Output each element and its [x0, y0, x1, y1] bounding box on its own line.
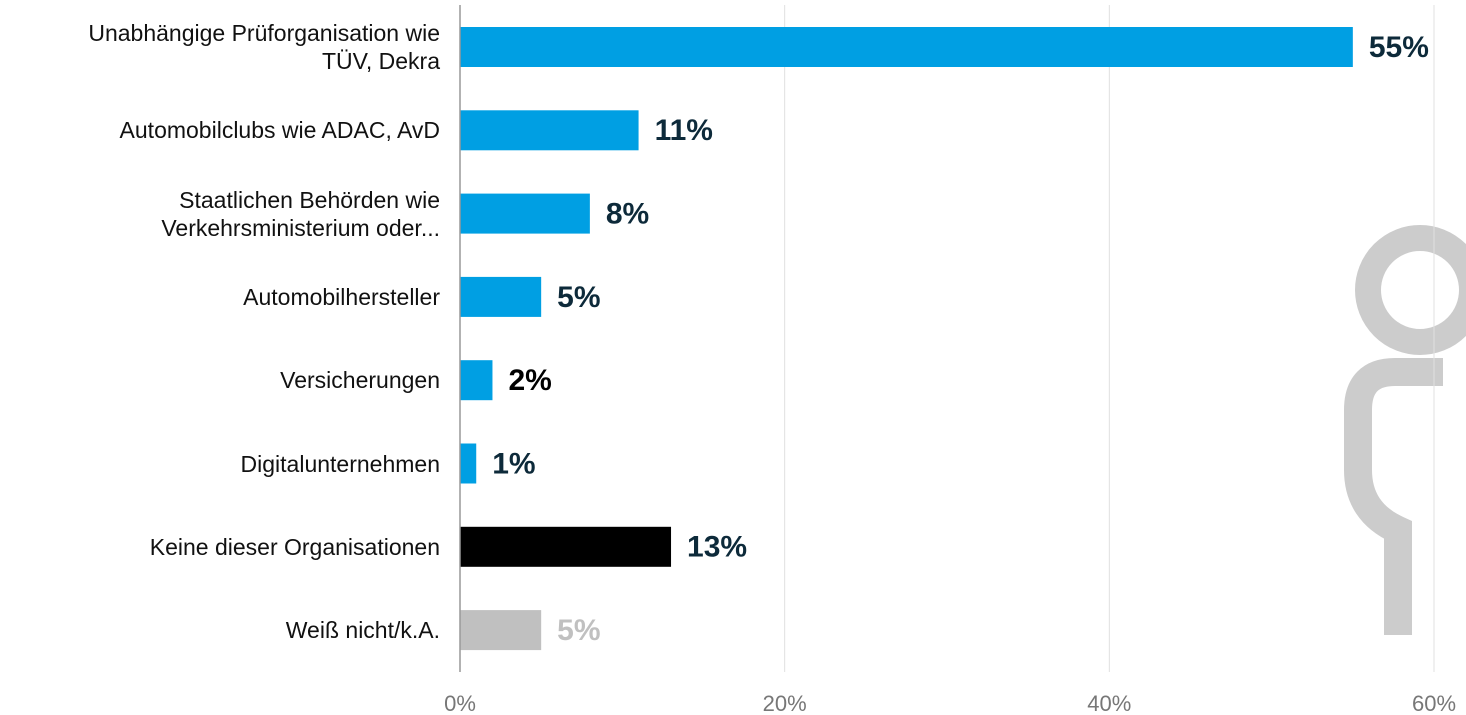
logo-bracket — [1344, 358, 1443, 635]
value-label: 13% — [687, 531, 747, 564]
value-label: 2% — [508, 364, 551, 397]
category-label: Automobilhersteller — [243, 283, 440, 310]
value-label: 5% — [557, 281, 600, 314]
category-label: Unabhängige Prüforganisation wie TÜV, De… — [88, 20, 440, 74]
x-tick-label: 20% — [763, 691, 807, 715]
x-tick-label: 0% — [444, 691, 476, 715]
value-label: 8% — [606, 198, 649, 231]
value-label: 5% — [557, 614, 600, 647]
category-label: Digitalunternehmen — [240, 450, 440, 477]
bar — [460, 443, 477, 484]
value-label: 1% — [492, 447, 535, 480]
bar — [460, 27, 1353, 67]
category-label: Keine dieser Organisationen — [149, 533, 440, 560]
category-label: Weiß nicht/k.A. — [285, 617, 440, 644]
bar — [460, 193, 590, 234]
bar — [460, 526, 672, 567]
bar — [460, 610, 542, 651]
category-label: Staatlichen Behörden wie Verkehrsministe… — [161, 186, 440, 241]
logo-ring — [1355, 225, 1466, 355]
x-tick-label: 60% — [1412, 691, 1456, 715]
value-label: 11% — [655, 114, 713, 147]
category-label: Versicherungen — [280, 367, 440, 394]
bar — [460, 360, 493, 401]
value-label: 55% — [1369, 31, 1429, 64]
logo — [1344, 225, 1466, 635]
x-tick-label: 40% — [1087, 691, 1131, 715]
bar — [460, 276, 542, 317]
category-label: Automobilclubs wie ADAC, AvD — [119, 117, 440, 144]
bar — [460, 110, 639, 151]
